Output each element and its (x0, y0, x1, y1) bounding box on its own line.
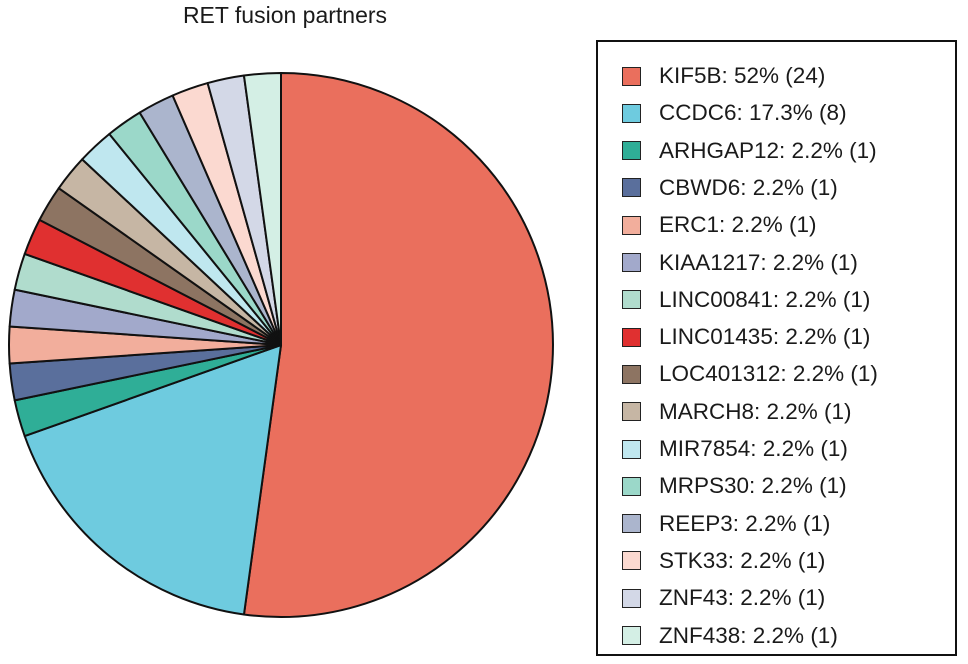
legend-swatch (622, 215, 641, 235)
pie-chart (7, 71, 554, 618)
legend-label: LOC401312: 2.2% (1) (659, 361, 878, 387)
legend-item-stk33: STK33: 2.2% (1) (622, 545, 825, 577)
legend-swatch (622, 253, 641, 272)
legend-item-march8: MARCH8: 2.2% (1) (622, 396, 852, 428)
legend-swatch (622, 103, 641, 123)
legend-swatch (622, 439, 641, 459)
legend-swatch (622, 476, 641, 496)
legend-swatch (622, 290, 641, 310)
pie-slice-kif5b (242, 72, 554, 618)
legend-label: MIR7854: 2.2% (1) (659, 436, 848, 461)
legend-item-mrps30: MRPS30: 2.2% (1) (622, 470, 847, 502)
legend-label: ZNF438: 2.2% (1) (659, 622, 838, 648)
legend-item-znf43: ZNF43: 2.2% (1) (622, 582, 825, 614)
legend-swatch (622, 588, 641, 608)
legend-label: LINC01435: 2.2% (1) (659, 324, 871, 350)
legend-item-linc01435: LINC01435: 2.2% (1) (622, 321, 870, 353)
legend-swatch (622, 402, 641, 422)
legend-label: LINC00841: 2.2% (1) (659, 286, 871, 312)
pie-slice-ccdc6 (23, 344, 282, 616)
legend-item-erc1: ERC1: 2.2% (1) (622, 209, 817, 241)
legend-item-mir7854: MIR7854: 2.2% (1) (622, 433, 848, 465)
legend-swatch (622, 178, 641, 198)
legend-label: MRPS30: 2.2% (1) (659, 473, 847, 499)
legend-label: ZNF43: 2.2% (1) (659, 585, 826, 611)
legend-item-linc00841: LINC00841: 2.2% (1) (622, 284, 870, 316)
legend-item-znf438: ZNF438: 2.2% (1) (622, 620, 838, 652)
legend-label: CBWD6: 2.2% (1) (659, 174, 838, 200)
legend: KIF5B: 52% (24) CCDC6: 17.3% (8) ARHGAP12:… (596, 40, 957, 656)
legend-item-ccdc6: CCDC6: 17.3% (8) (622, 97, 847, 129)
legend-swatch (622, 626, 641, 645)
legend-label: ERC1: 2.2% (1) (659, 212, 817, 238)
legend-label: KIAA1217: 2.2% (1) (659, 249, 858, 275)
legend-swatch (622, 327, 641, 347)
legend-label: MARCH8: 2.2% (1) (659, 398, 852, 424)
legend-item-cbwd6: CBWD6: 2.2% (1) (622, 172, 838, 204)
legend-item-arhgap12: ARHGAP12: 2.2% (1) (622, 135, 877, 167)
legend-swatch (622, 141, 641, 161)
legend-label: CCDC6: 17.3% (8) (659, 100, 847, 126)
legend-item-loc401312: LOC401312: 2.2% (1) (622, 358, 878, 390)
legend-label: KIF5B: 52% (24) (659, 63, 826, 88)
chart-title: RET fusion partners (182, 2, 388, 28)
legend-swatch (622, 66, 641, 86)
legend-item-kiaa1217: KIAA1217: 2.2% (1) (622, 247, 858, 279)
legend-label: ARHGAP12: 2.2% (1) (659, 137, 877, 163)
legend-item-reep3: REEP3: 2.2% (1) (622, 508, 830, 540)
legend-label: STK33: 2.2% (1) (659, 547, 826, 573)
legend-item-kif5b: KIF5B: 52% (24) (622, 60, 825, 92)
legend-swatch (622, 364, 641, 384)
legend-label: REEP3: 2.2% (1) (659, 510, 831, 536)
legend-swatch (622, 514, 641, 534)
legend-swatch (622, 551, 641, 571)
pie-slice-znf438 (242, 71, 282, 346)
